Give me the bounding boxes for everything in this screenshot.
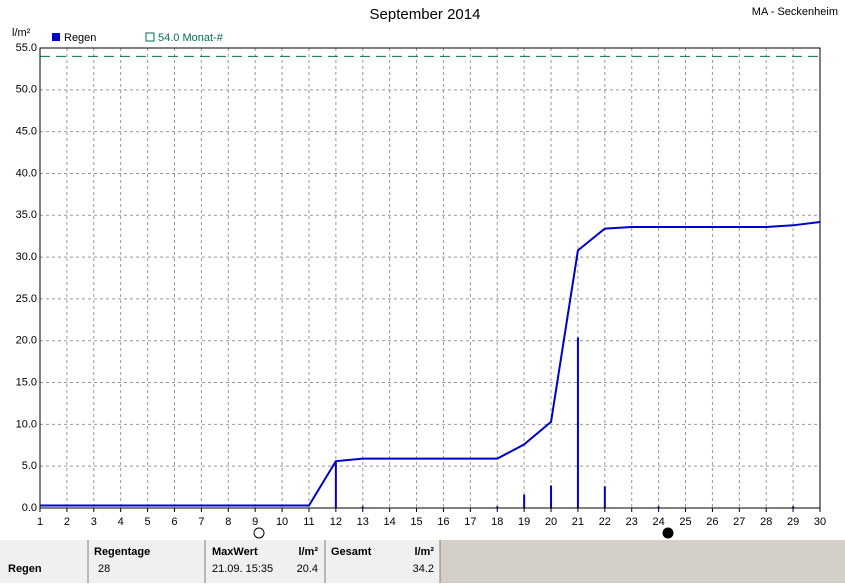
- x-tick-label: 8: [225, 516, 231, 528]
- cumulative-line: [40, 220, 821, 507]
- chart-title: September 2014: [370, 6, 481, 23]
- legend-label: Regen: [64, 32, 96, 44]
- x-tick-label: 6: [171, 516, 177, 528]
- x-tick-label: 3: [91, 516, 97, 528]
- x-tick-label: 20: [545, 516, 557, 528]
- y-tick-label: 5.0: [22, 460, 37, 472]
- x-tick-label: 26: [706, 516, 718, 528]
- y-tick-label: 40.0: [16, 167, 37, 179]
- table-header: Regentage: [94, 546, 150, 558]
- legend-label: 54.0 Monat-#: [158, 32, 224, 44]
- x-tick-label: 2: [64, 516, 70, 528]
- y-tick-label: 10.0: [16, 418, 37, 430]
- y-tick-label: 45.0: [16, 126, 37, 138]
- x-tick-label: 5: [145, 516, 151, 528]
- table-header: MaxWert: [212, 546, 258, 558]
- y-tick-label: 25.0: [16, 293, 37, 305]
- y-tick-label: 0.0: [22, 502, 37, 514]
- x-tick-label: 22: [599, 516, 611, 528]
- table-cell: 34.2: [413, 563, 434, 575]
- x-tick-label: 29: [787, 516, 799, 528]
- y-tick-label: 55.0: [16, 42, 37, 54]
- x-tick-label: 25: [679, 516, 691, 528]
- plot-border: [39, 47, 821, 509]
- y-tick-label: 50.0: [16, 84, 37, 96]
- table-header: l/m²: [298, 546, 318, 558]
- table-cell: 21.09. 15:35: [212, 563, 273, 575]
- y-tick-label: 30.0: [16, 251, 37, 263]
- x-tick-label: 23: [626, 516, 638, 528]
- x-tick-label: 1: [37, 516, 43, 528]
- moon-icon: [662, 527, 674, 539]
- y-unit: l/m²: [12, 27, 31, 39]
- legend-swatch: [52, 33, 60, 41]
- x-tick-label: 17: [464, 516, 476, 528]
- x-tick-label: 12: [330, 516, 342, 528]
- table-cell: 20.4: [297, 563, 318, 575]
- x-tick-label: 4: [118, 516, 124, 528]
- table-row-label: Regen: [8, 563, 42, 575]
- x-tick-label: 9: [252, 516, 258, 528]
- y-tick-label: 15.0: [16, 376, 37, 388]
- x-tick-label: 30: [814, 516, 826, 528]
- x-tick-label: 19: [518, 516, 530, 528]
- x-tick-label: 15: [410, 516, 422, 528]
- x-tick-label: 16: [437, 516, 449, 528]
- table-header: Gesamt: [331, 546, 372, 558]
- table-header: l/m²: [414, 546, 434, 558]
- y-tick-label: 20.0: [16, 335, 37, 347]
- x-tick-label: 11: [303, 516, 314, 528]
- x-tick-label: 24: [652, 516, 664, 528]
- legend-swatch: [145, 32, 155, 42]
- table-cell: 28: [98, 563, 110, 575]
- x-tick-label: 10: [276, 516, 288, 528]
- summary-table: Regentage MaxWert l/m² Gesamt l/m² Regen…: [0, 540, 845, 583]
- x-tick-label: 28: [760, 516, 772, 528]
- x-tick-label: 21: [572, 516, 584, 528]
- y-tick-label: 35.0: [16, 209, 37, 221]
- x-tick-label: 27: [733, 516, 745, 528]
- x-tick-label: 18: [491, 516, 503, 528]
- x-tick-label: 13: [357, 516, 369, 528]
- station-label: MA - Seckenheim: [752, 6, 838, 18]
- x-tick-label: 7: [198, 516, 204, 528]
- plot-frame: [39, 47, 821, 509]
- x-tick-label: 14: [384, 516, 396, 528]
- table-body: [0, 540, 440, 583]
- moon-icon: [253, 527, 265, 539]
